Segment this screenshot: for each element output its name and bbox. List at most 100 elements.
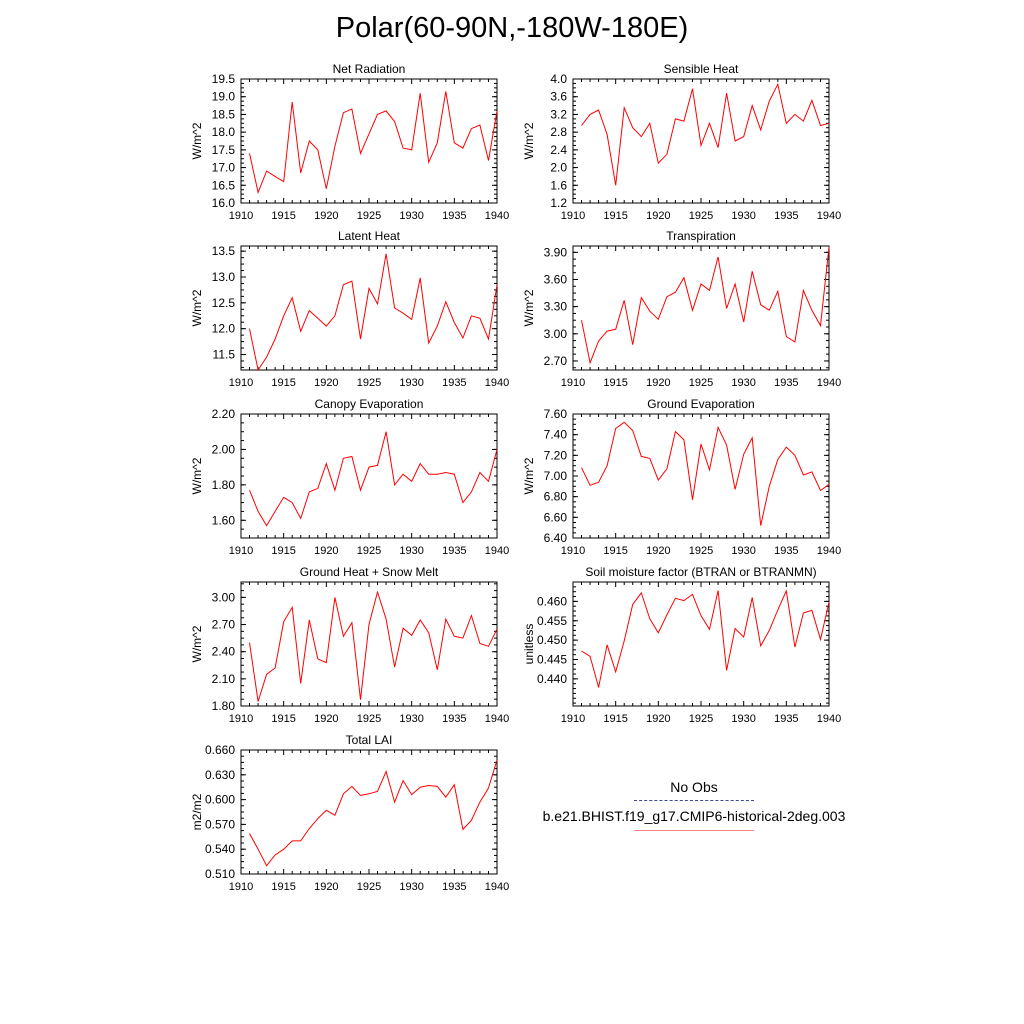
chart-3-xtick-label: 1920 — [314, 377, 338, 389]
chart-5-ytick-label: 1.60 — [212, 513, 236, 527]
chart-5-xtick-label: 1930 — [399, 545, 423, 557]
chart-8-xtick-label: 1910 — [561, 713, 585, 725]
chart-3-xtick-label: 1930 — [399, 377, 423, 389]
chart-5-xtick-label: 1920 — [314, 545, 338, 557]
chart-5-xtick-label: 1940 — [485, 545, 509, 557]
chart-9-xtick-label: 1940 — [485, 881, 509, 893]
legend-model-line — [634, 830, 754, 831]
chart-4-xtick-label: 1935 — [774, 377, 798, 389]
chart-8-ytick-label: 0.455 — [537, 614, 567, 628]
chart-1-xtick-label: 1940 — [485, 210, 509, 222]
chart-5-xtick-label: 1935 — [442, 545, 466, 557]
chart-9-xtick-label: 1930 — [399, 881, 423, 893]
chart-4-ytick-label: 3.90 — [544, 245, 568, 259]
chart-panel-7: Ground Heat + Snow Melt W/m^2 1910 1915 1920… — [190, 565, 509, 725]
chart-3-plot-frame — [240, 245, 498, 371]
chart-panel-3: Latent Heat W/m^2 1910 1915 1920 1925 1930 1935… — [190, 229, 509, 389]
chart-3-xtick-label: 1940 — [485, 377, 509, 389]
chart-5-series-1-line — [249, 431, 498, 527]
chart-9-xtick-label: 1910 — [229, 881, 253, 893]
chart-7-xtick-label: 1920 — [314, 713, 338, 725]
chart-1-xtick-label: 1920 — [314, 210, 338, 222]
chart-5-xtick-label: 1915 — [271, 545, 295, 557]
chart-6-title: Ground Evaporation — [647, 397, 754, 411]
chart-panel-4: Transpiration W/m^2 1910 1915 1920 1925 1930 19… — [522, 229, 841, 389]
chart-7-xtick-label: 1910 — [229, 713, 253, 725]
chart-2-xtick-label: 1915 — [603, 210, 627, 222]
chart-3-title: Latent Heat — [338, 229, 401, 243]
chart-8-xtick-label: 1940 — [817, 713, 841, 725]
chart-2-ytick-label: 3.6 — [550, 90, 567, 104]
chart-9-xtick-label: 1925 — [357, 881, 381, 893]
chart-panel-9: Total LAI m2/m2 1910 1915 1920 1925 1930 1935 19… — [190, 733, 509, 893]
chart-4-xtick-label: 1940 — [817, 377, 841, 389]
chart-5-ytick-label: 2.00 — [212, 442, 236, 456]
chart-1-xtick-label: 1930 — [399, 210, 423, 222]
chart-4-xtick-label: 1910 — [561, 377, 585, 389]
chart-2-ytick-label: 1.2 — [550, 196, 567, 210]
chart-1-ytick-label: 18.0 — [212, 125, 236, 139]
chart-6-xtick-label: 1920 — [646, 545, 670, 557]
chart-3-xtick-label: 1910 — [229, 377, 253, 389]
chart-1-ytick-label: 16.0 — [212, 196, 236, 210]
chart-2-ytick-label: 4.0 — [550, 72, 567, 86]
chart-2-ytick-label: 2.0 — [550, 161, 567, 175]
chart-1-title: Net Radiation — [333, 62, 406, 76]
chart-1-xtick-label: 1925 — [357, 210, 381, 222]
chart-3-ytick-label: 12.5 — [212, 296, 236, 310]
chart-4-title: Transpiration — [666, 229, 736, 243]
chart-9-ylabel: m2/m2 — [190, 793, 204, 830]
chart-panel-6: Ground Evaporation W/m^2 1910 1915 1920 1925 1… — [522, 397, 841, 557]
chart-3-series-1-line — [249, 253, 498, 372]
chart-1-xtick-label: 1910 — [229, 210, 253, 222]
chart-7-ytick-label: 2.10 — [212, 672, 236, 686]
chart-4-ytick-label: 3.60 — [544, 272, 568, 286]
chart-6-ytick-label: 7.20 — [544, 448, 568, 462]
chart-7-xtick-label: 1940 — [485, 713, 509, 725]
chart-9-ytick-label: 0.630 — [205, 768, 235, 782]
chart-5-ytick-label: 1.80 — [212, 478, 236, 492]
chart-3-ylabel: W/m^2 — [190, 289, 204, 326]
chart-9-series-1-line — [249, 759, 498, 867]
chart-1-ytick-label: 19.0 — [212, 90, 236, 104]
chart-2-xtick-label: 1930 — [731, 210, 755, 222]
chart-3-xtick-label: 1915 — [271, 377, 295, 389]
chart-9-xtick-label: 1920 — [314, 881, 338, 893]
chart-2-xtick-label: 1940 — [817, 210, 841, 222]
chart-6-ytick-label: 7.00 — [544, 469, 568, 483]
chart-6-xtick-label: 1910 — [561, 545, 585, 557]
page-title: Polar(60-90N,-180W-180E) — [335, 12, 689, 44]
chart-8-ytick-label: 0.445 — [537, 653, 567, 667]
chart-1-ytick-label: 17.0 — [212, 161, 236, 175]
chart-6-xtick-label: 1940 — [817, 545, 841, 557]
chart-panel-5: Canopy Evaporation W/m^2 1910 1915 1920 1925 1… — [190, 397, 509, 557]
chart-4-ytick-label: 3.00 — [544, 327, 568, 341]
chart-7-ylabel: W/m^2 — [190, 625, 204, 662]
chart-6-ytick-label: 7.40 — [544, 428, 568, 442]
chart-6-ytick-label: 6.80 — [544, 490, 568, 504]
chart-7-ytick-label: 3.00 — [212, 590, 236, 604]
chart-6-ylabel: W/m^2 — [522, 457, 536, 494]
chart-2-ytick-label: 1.6 — [550, 178, 567, 192]
chart-9-ytick-label: 0.600 — [205, 793, 235, 807]
chart-2-title: Sensible Heat — [664, 62, 739, 76]
chart-3-ytick-label: 11.5 — [213, 348, 236, 362]
chart-5-xtick-label: 1910 — [229, 545, 253, 557]
chart-2-series-1-line — [581, 82, 830, 186]
chart-8-series-1-line — [581, 589, 830, 688]
chart-9-ytick-label: 0.510 — [205, 867, 235, 881]
chart-8-xtick-label: 1920 — [646, 713, 670, 725]
chart-1-ytick-label: 18.5 — [212, 107, 236, 121]
chart-3-ytick-label: 12.0 — [212, 322, 236, 336]
chart-8-xtick-label: 1915 — [603, 713, 627, 725]
chart-4-xtick-label: 1920 — [646, 377, 670, 389]
chart-5-ylabel: W/m^2 — [190, 457, 204, 494]
chart-2-ylabel: W/m^2 — [522, 122, 536, 159]
chart-5-ytick-label: 2.20 — [212, 407, 236, 421]
chart-8-ytick-label: 0.450 — [537, 633, 567, 647]
chart-6-xtick-label: 1930 — [731, 545, 755, 557]
chart-2-xtick-label: 1920 — [646, 210, 670, 222]
chart-4-series-1-line — [581, 246, 830, 365]
